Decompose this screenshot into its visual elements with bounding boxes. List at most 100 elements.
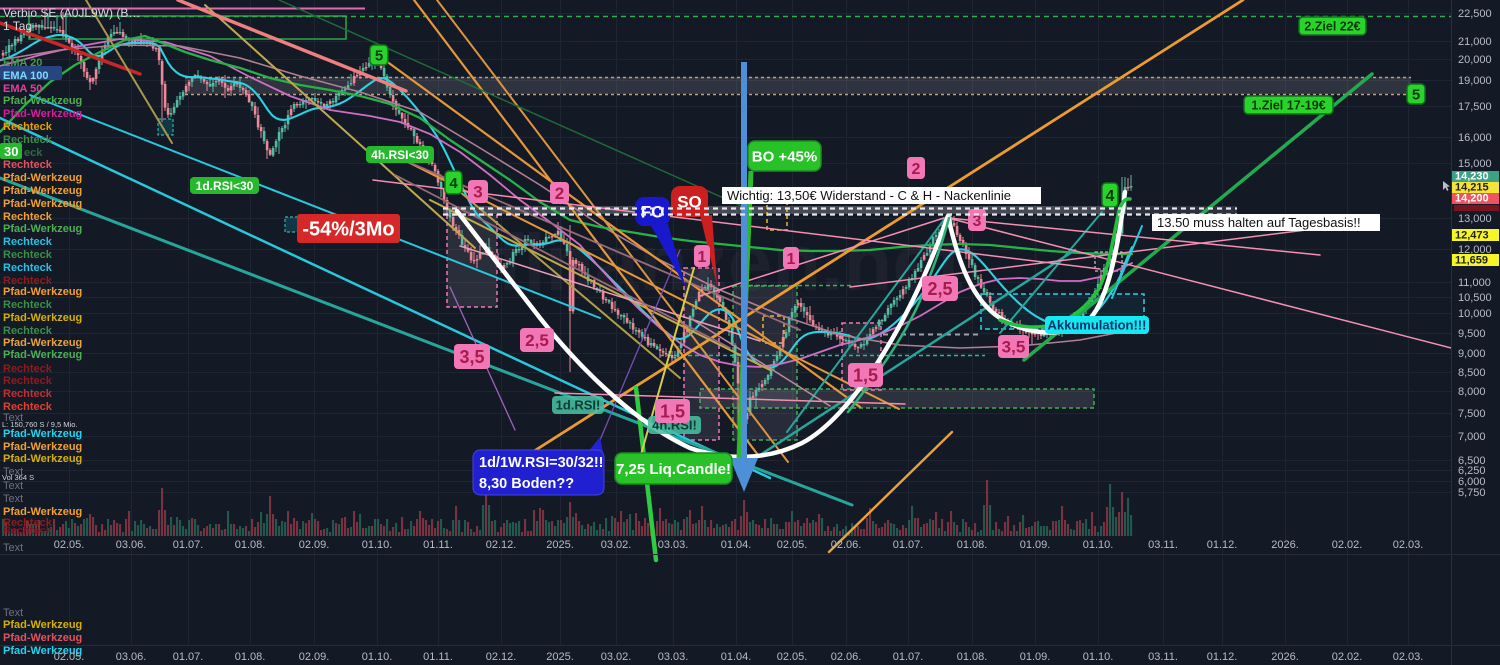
svg-text:Rechteck: Rechteck	[3, 262, 53, 274]
svg-text:1: 1	[698, 249, 707, 266]
svg-text:01.07.: 01.07.	[173, 651, 204, 663]
svg-text:01.08.: 01.08.	[235, 651, 266, 663]
svg-text:4: 4	[1106, 188, 1115, 205]
svg-text:Rechteck: Rechteck	[3, 121, 53, 133]
svg-text:Rechteck: Rechteck	[3, 236, 53, 248]
svg-text:Text: Text	[3, 542, 23, 554]
svg-text:Verbio SE (A0JL9W) (B…: Verbio SE (A0JL9W) (B…	[3, 6, 140, 20]
svg-text:Pfad-Werkzeug: Pfad-Werkzeug	[3, 506, 82, 518]
svg-text:EMA 50: EMA 50	[3, 83, 42, 95]
svg-text:2: 2	[555, 184, 564, 203]
svg-text:Rechteck: Rechteck	[3, 517, 53, 529]
svg-text:03.06.: 03.06.	[116, 651, 147, 663]
svg-text:Pfad-Werkzeug: Pfad-Werkzeug	[3, 108, 82, 120]
svg-text:2.Ziel 22€: 2.Ziel 22€	[1304, 20, 1360, 34]
svg-text:03.11.: 03.11.	[1148, 539, 1178, 551]
svg-text:2,5: 2,5	[927, 279, 952, 299]
svg-text:Pfad-Werkzeug: Pfad-Werkzeug	[3, 312, 82, 324]
svg-text:Rechteck: Rechteck	[3, 388, 53, 400]
svg-text:Pfad-Werkzeug: Pfad-Werkzeug	[3, 198, 82, 210]
svg-text:Pfad-Werkzeug: Pfad-Werkzeug	[3, 619, 82, 631]
svg-text:3,5: 3,5	[1002, 338, 1026, 357]
svg-text:02.12.: 02.12.	[486, 539, 517, 551]
svg-text:02.05.: 02.05.	[777, 651, 808, 663]
svg-text:Rechteck: Rechteck	[3, 363, 53, 375]
svg-text:Rechteck: Rechteck	[3, 211, 53, 223]
svg-text:01.09.: 01.09.	[1020, 651, 1051, 663]
svg-text:Rechteck: Rechteck	[3, 299, 53, 311]
svg-text:Pfad-Werkzeug: Pfad-Werkzeug	[3, 185, 82, 197]
svg-text:7,000: 7,000	[1458, 431, 1486, 443]
svg-text:2026.: 2026.	[1271, 651, 1299, 663]
svg-text:01.07.: 01.07.	[173, 539, 204, 551]
svg-text:02.03.: 02.03.	[1393, 539, 1424, 551]
svg-text:3: 3	[973, 213, 982, 230]
svg-text:3: 3	[473, 183, 482, 202]
svg-text:4h.RSI<30: 4h.RSI<30	[371, 148, 429, 162]
svg-text:2025.: 2025.	[546, 651, 574, 663]
svg-text:9,000: 9,000	[1458, 348, 1486, 360]
svg-text:2: 2	[912, 161, 921, 178]
svg-text:1,5: 1,5	[853, 365, 878, 385]
svg-text:02.03.: 02.03.	[1393, 651, 1424, 663]
svg-text:12,473: 12,473	[1455, 230, 1489, 242]
svg-text:01.11.: 01.11.	[423, 539, 453, 551]
svg-text:02.09.: 02.09.	[299, 539, 330, 551]
svg-text:21,000: 21,000	[1458, 36, 1492, 48]
svg-text:Rechteck: Rechteck	[3, 401, 53, 413]
svg-text:22,500: 22,500	[1458, 8, 1492, 20]
svg-text:12,000: 12,000	[1458, 244, 1492, 256]
svg-text:2026.: 2026.	[1271, 539, 1299, 551]
svg-text:01.10.: 01.10.	[1083, 651, 1114, 663]
svg-text:Text: Text	[3, 466, 23, 478]
svg-text:Pfad-Werkzeug: Pfad-Werkzeug	[3, 453, 82, 465]
svg-text:03.02.: 03.02.	[601, 539, 632, 551]
svg-text:17,500: 17,500	[1458, 101, 1492, 113]
svg-text:14,215: 14,215	[1455, 182, 1489, 194]
svg-text:1: 1	[787, 251, 796, 268]
svg-text:01.07.: 01.07.	[893, 651, 924, 663]
svg-text:Akkumulation!!!: Akkumulation!!!	[1048, 318, 1147, 333]
svg-text:02.06.: 02.06.	[831, 651, 862, 663]
svg-text:8,500: 8,500	[1458, 367, 1486, 379]
svg-text:2,5: 2,5	[525, 331, 549, 350]
svg-text:Rechteck: Rechteck	[3, 375, 53, 387]
svg-text:19,000: 19,000	[1458, 75, 1492, 87]
svg-text:eck: eck	[24, 147, 43, 159]
svg-text:Rechteck: Rechteck	[3, 525, 53, 537]
svg-text:1,5: 1,5	[660, 401, 685, 421]
svg-text:16,000: 16,000	[1458, 132, 1492, 144]
svg-text:7,25 Liq.Candle!: 7,25 Liq.Candle!	[616, 461, 731, 478]
svg-text:Rechteck: Rechteck	[3, 325, 53, 337]
svg-text:02.02.: 02.02.	[1332, 539, 1363, 551]
svg-text:4: 4	[449, 175, 458, 192]
svg-text:01.10.: 01.10.	[362, 539, 393, 551]
svg-text:10,000: 10,000	[1458, 308, 1492, 320]
svg-text:01.04.: 01.04.	[721, 539, 752, 551]
svg-text:01.11.: 01.11.	[423, 651, 453, 663]
svg-text:Pfad-Werkzeug: Pfad-Werkzeug	[3, 428, 82, 440]
svg-text:01.07.: 01.07.	[893, 539, 924, 551]
svg-text:8,000: 8,000	[1458, 386, 1486, 398]
svg-text:14,230: 14,230	[1455, 171, 1489, 183]
svg-text:13,000: 13,000	[1458, 213, 1492, 225]
svg-text:7,500: 7,500	[1458, 408, 1486, 420]
svg-text:Pfad-Werkzeug: Pfad-Werkzeug	[3, 645, 82, 657]
svg-text:20,000: 20,000	[1458, 54, 1492, 66]
svg-text:BO +45%: BO +45%	[752, 148, 817, 165]
svg-text:1d/1W.RSI=30/32!!: 1d/1W.RSI=30/32!!	[479, 455, 604, 471]
svg-text:03.11.: 03.11.	[1148, 651, 1178, 663]
svg-text:6,000: 6,000	[1458, 476, 1486, 488]
svg-text:Pfad-Werkzeug: Pfad-Werkzeug	[3, 95, 82, 107]
svg-text:Pfad-Werkzeug: Pfad-Werkzeug	[3, 349, 82, 361]
svg-text:-54%/3Mo: -54%/3Mo	[302, 219, 394, 241]
svg-text:03.02.: 03.02.	[601, 651, 632, 663]
svg-text:3,5: 3,5	[459, 347, 484, 367]
svg-text:1d.RSI!: 1d.RSI!	[556, 398, 601, 413]
svg-text:01.10.: 01.10.	[1083, 539, 1114, 551]
svg-text:EMA 100: EMA 100	[3, 70, 48, 82]
svg-text:Pfad-Werkzeug: Pfad-Werkzeug	[3, 172, 82, 184]
svg-text:Wichtig: 13,50€ Widerstand -: Wichtig: 13,50€ Widerstand - C & H - Nac…	[727, 188, 1011, 203]
svg-text:10,500: 10,500	[1458, 292, 1492, 304]
svg-text:SO: SO	[677, 193, 702, 212]
